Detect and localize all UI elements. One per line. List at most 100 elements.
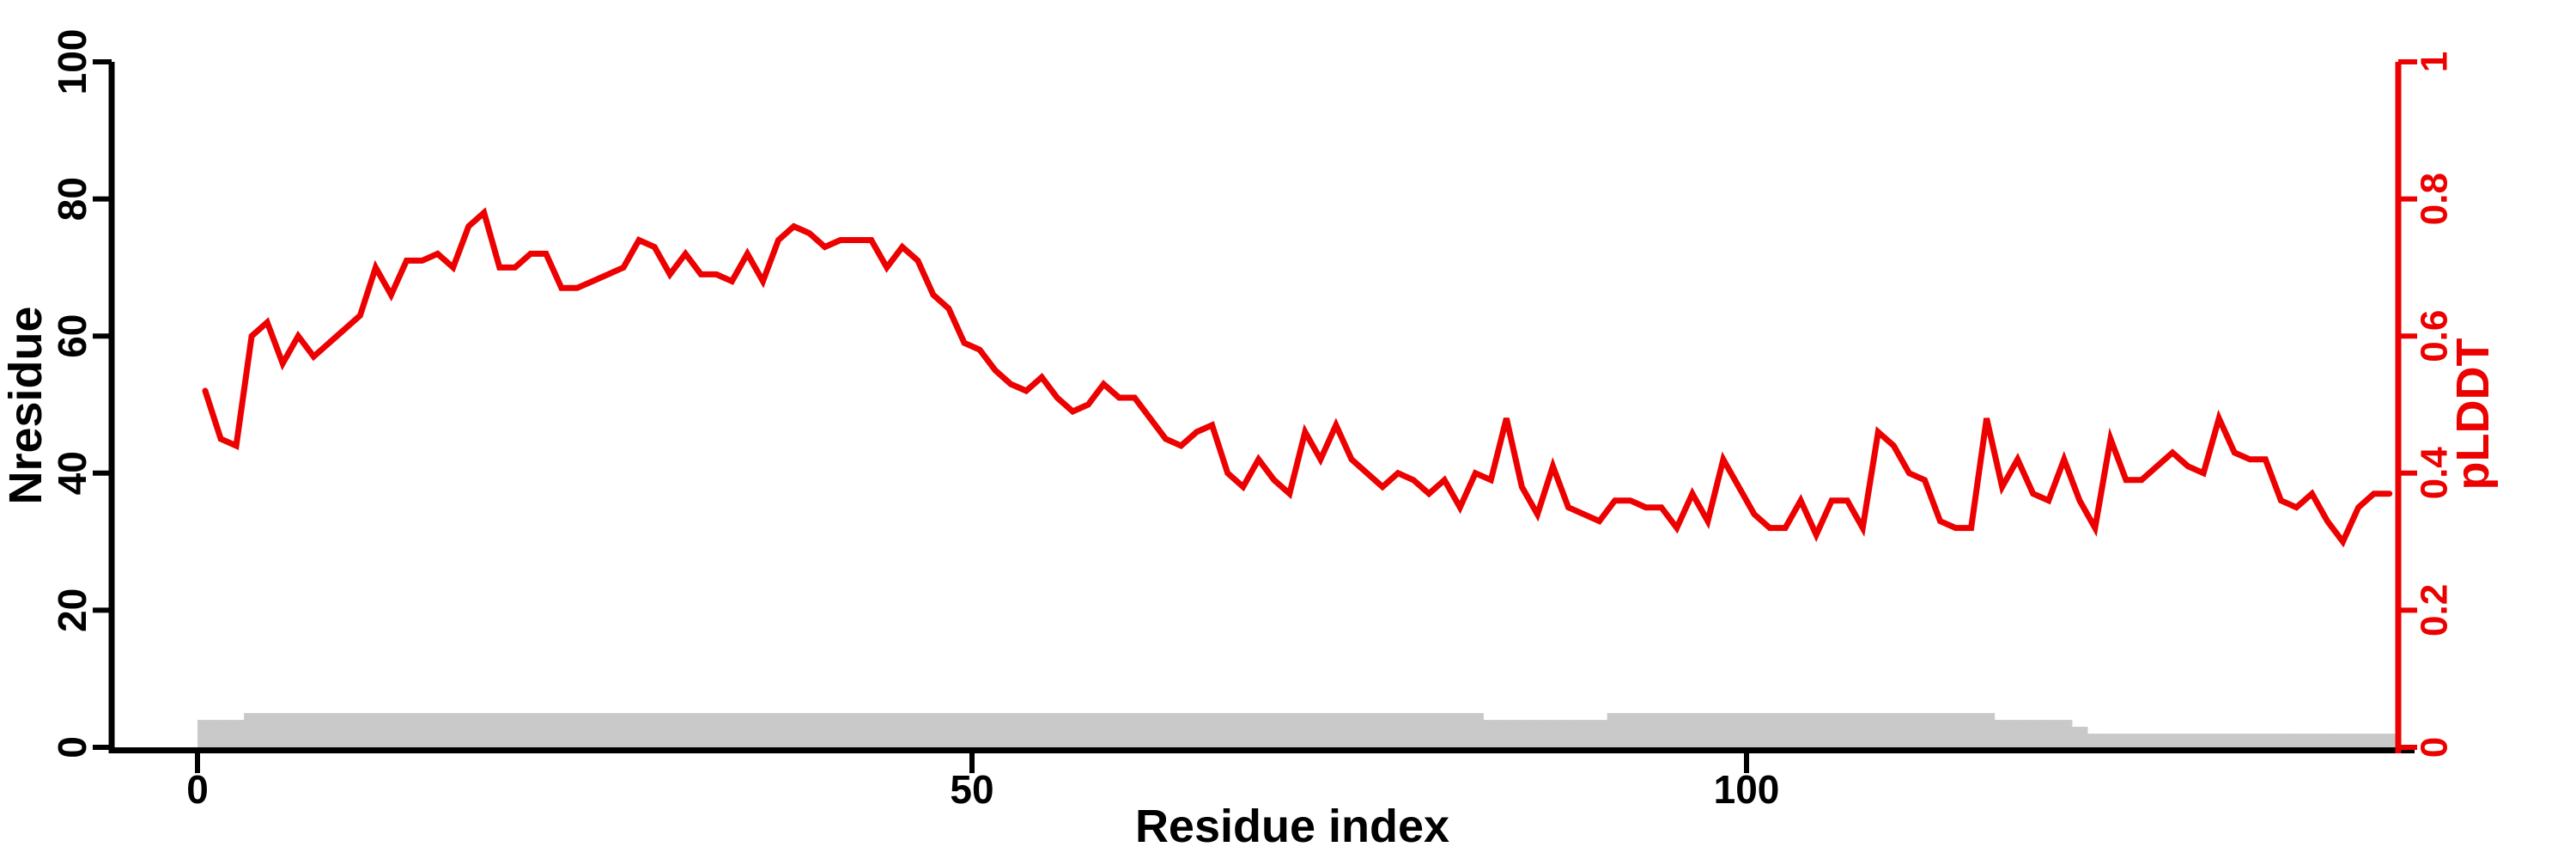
nresidue-bar: [228, 720, 245, 747]
nresidue-bar: [1173, 713, 1190, 747]
nresidue-bar: [909, 713, 927, 747]
nresidue-bar: [460, 713, 477, 747]
left-tick-label: 60: [50, 314, 94, 358]
nresidue-bar: [1003, 713, 1019, 747]
nresidue-bar: [429, 713, 447, 747]
nresidue-bar: [1359, 713, 1376, 747]
nresidue-bar: [1591, 720, 1608, 747]
x-tick-label: 50: [950, 767, 993, 812]
nresidue-bar: [507, 713, 524, 747]
nresidue-bar: [1065, 713, 1081, 747]
nresidue-bar: [1622, 713, 1639, 747]
nresidue-bar: [1250, 713, 1267, 747]
nresidue-bar: [1839, 713, 1856, 747]
right-tick-label: 0: [2414, 737, 2456, 758]
nresidue-bar: [1219, 713, 1236, 747]
nresidue-bar: [631, 713, 647, 747]
nresidue-bar: [2149, 734, 2166, 747]
nresidue-bar: [2211, 734, 2227, 747]
nresidue-bar: [1312, 713, 1329, 747]
right-tick-label: 0.2: [2414, 584, 2456, 637]
nresidue-bar: [832, 713, 849, 747]
nresidue-bar: [1824, 713, 1840, 747]
nresidue-bar: [739, 713, 756, 747]
nresidue-bar: [306, 713, 322, 747]
nresidue-bar: [2040, 720, 2057, 747]
nresidue-bar: [2366, 734, 2383, 747]
nresidue-bar: [1390, 713, 1406, 747]
right-tick-label: 0.4: [2414, 447, 2456, 500]
nresidue-bar: [1327, 713, 1345, 747]
nresidue-bar: [2009, 720, 2026, 747]
nresidue-bar: [1730, 713, 1747, 747]
nresidue-bar: [476, 713, 493, 747]
nresidue-bar: [878, 713, 896, 747]
nresidue-bar: [1545, 720, 1562, 747]
nresidue-bar: [290, 713, 307, 747]
right-tick-label: 0.6: [2414, 310, 2456, 362]
nresidue-bar: [1715, 713, 1732, 747]
left-axis-title: Nresidue: [0, 306, 52, 504]
nresidue-bar: [1699, 713, 1716, 747]
nresidue-bars-layer: [197, 713, 2398, 747]
nresidue-bar: [1375, 713, 1391, 747]
nresidue-bar: [708, 713, 725, 747]
nresidue-bar: [2227, 734, 2243, 747]
nresidue-bar: [925, 713, 942, 747]
nresidue-bar: [1452, 713, 1468, 747]
nresidue-bar: [724, 713, 740, 747]
nresidue-bar: [1684, 713, 1701, 747]
nresidue-bar: [2319, 734, 2336, 747]
nresidue-bar: [1111, 713, 1127, 747]
nresidue-bar: [352, 713, 369, 747]
nresidue-bar: [956, 713, 973, 747]
nresidue-bar: [972, 713, 988, 747]
nresidue-bar: [987, 713, 1004, 747]
nresidue-bar: [538, 713, 555, 747]
nresidue-bar: [321, 713, 337, 747]
nresidue-bar: [1483, 720, 1499, 747]
nresidue-bar: [1437, 713, 1453, 747]
nresidue-bar: [2196, 734, 2212, 747]
nresidue-bar: [848, 713, 865, 747]
nresidue-bar: [414, 713, 431, 747]
nresidue-bar: [894, 713, 911, 747]
nresidue-bar: [1266, 713, 1283, 747]
nresidue-bar: [1793, 713, 1809, 747]
nresidue-bar: [1406, 713, 1422, 747]
nresidue-bar: [2335, 734, 2352, 747]
nresidue-bar: [1034, 713, 1050, 747]
left-tick-label: 40: [50, 451, 94, 495]
nresidue-bar: [1870, 713, 1886, 747]
plddt-line-layer: [202, 207, 2393, 548]
nresidue-bar: [244, 713, 260, 747]
nresidue-bar: [755, 713, 772, 747]
nresidue-bar: [1978, 713, 1996, 747]
nresidue-bar: [693, 713, 709, 747]
nresidue-bar: [677, 713, 694, 747]
nresidue-bar: [2134, 734, 2150, 747]
nresidue-bar: [2087, 734, 2104, 747]
nresidue-bar: [383, 713, 400, 747]
left-tick-label: 80: [50, 177, 94, 221]
nresidue-bar: [786, 713, 803, 747]
nresidue-bar: [647, 713, 663, 747]
nresidue-bar: [1343, 713, 1360, 747]
right-tick-label: 1: [2414, 52, 2456, 72]
nresidue-bar: [213, 720, 229, 747]
nresidue-bar: [1297, 713, 1314, 747]
nresidue-bar: [1747, 713, 1763, 747]
nresidue-bar: [1947, 713, 1965, 747]
x-axis-title: Residue index: [1135, 801, 1449, 852]
nresidue-bar: [1188, 713, 1206, 747]
nresidue-bar: [1096, 713, 1112, 747]
nresidue-bar: [2056, 720, 2073, 747]
nresidue-bar: [1142, 713, 1159, 747]
nresidue-bar: [1467, 713, 1484, 747]
left-tick-label: 0: [50, 736, 94, 758]
nresidue-bar: [368, 713, 385, 747]
tick-labels-layer: 0 50 100 0 20 40 60 80 100 0 0.2 0.4 0.6 0.8 1: [50, 29, 2455, 812]
nresidue-bar: [801, 713, 818, 747]
right-axis-title: pLDDT: [2447, 338, 2499, 490]
nresidue-bar: [1576, 720, 1593, 747]
